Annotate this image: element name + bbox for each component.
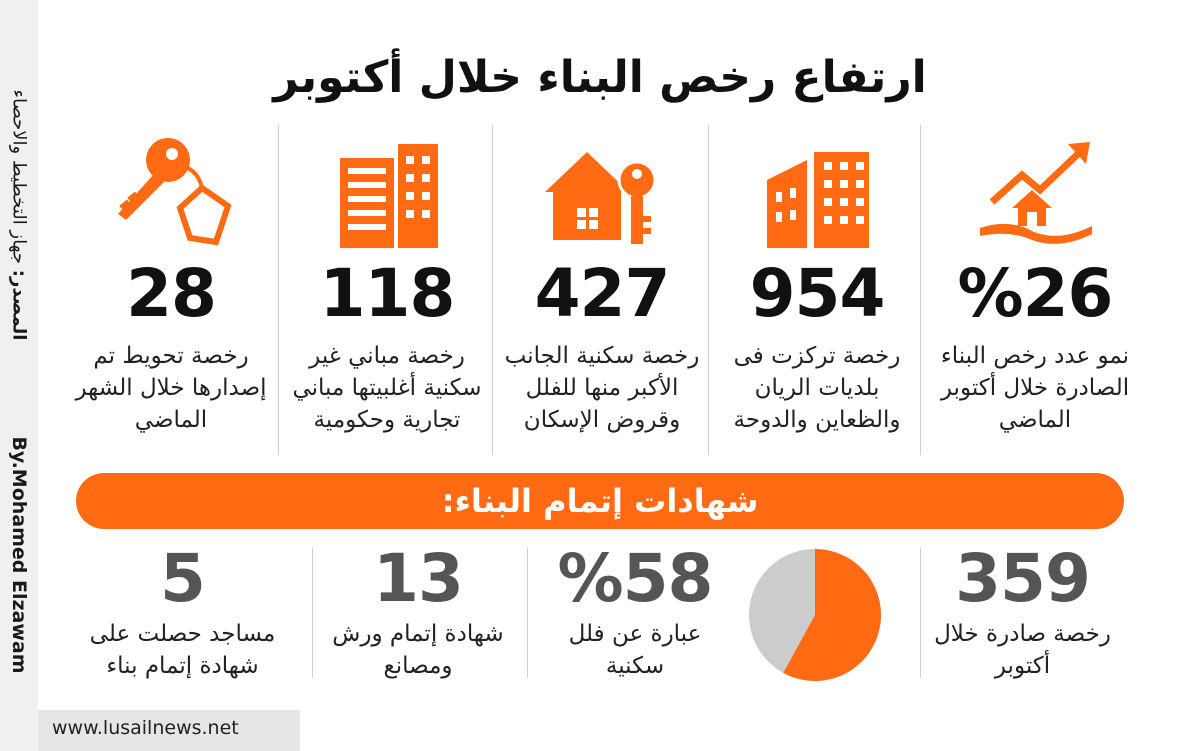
stat-description: رخصة مباني غير سكنية أغلبيتها مباني تجار… [292, 343, 482, 433]
website-bar [38, 710, 300, 751]
certificate-description: عبارة عن فلل سكنية [568, 621, 702, 679]
certificate-description: مساجد حصلت على شهادة إتمام بناء [89, 621, 276, 679]
divider [312, 548, 313, 678]
stat-description: رخصة تحويط تم إصدارها خلال الشهر الماضي [75, 343, 267, 433]
website-link[interactable]: www.lusailnews.net [52, 717, 239, 739]
source-credit: المصدر: جهاز التخطيط والاحصاء [9, 90, 30, 341]
stat-value: 954 [749, 255, 886, 332]
author-byline: By.Mohamed Elzawam [8, 436, 30, 674]
stat-card: %26 نمو عدد رخص البناء الصادرة خلال أكتو… [930, 120, 1140, 465]
stat-description: رخصة تركزت فى بلديات الريان والظعاين وال… [733, 343, 901, 433]
divider [920, 548, 921, 678]
certificate-value: 359 [955, 540, 1091, 617]
divider [527, 548, 528, 678]
certificate-value: 13 [373, 540, 464, 617]
pie-slice-villas [783, 549, 881, 681]
stat-card: 28 رخصة تحويط تم إصدارها خلال الشهر الما… [66, 120, 276, 465]
villa-share-pie [749, 549, 881, 681]
stat-card: 427 رخصة سكنية الجانب الأكبر منها للفلل … [497, 120, 707, 465]
certificate-value: 5 [160, 540, 206, 617]
stat-card: 118 رخصة مباني غير سكنية أغلبيتها مباني … [282, 120, 492, 465]
stat-value: 118 [319, 255, 456, 332]
page-title: ارتفاع رخص البناء خلال أكتوبر [273, 52, 927, 103]
house-growth-icon [980, 142, 1092, 244]
divider [708, 125, 709, 455]
certificate-card: 5 مساجد حصلت على شهادة إتمام بناء [60, 540, 305, 690]
stat-value: %26 [957, 255, 1114, 332]
source-label: المصدر: [8, 269, 30, 341]
side-strip [0, 0, 38, 751]
certificate-card: %58 عبارة عن فلل سكنية [540, 540, 730, 690]
certificate-description: شهادة إتمام ورش ومصانع [332, 621, 504, 679]
pie-slice-other [749, 549, 815, 673]
divider [278, 125, 279, 455]
divider [492, 125, 493, 455]
buildings-icon [767, 152, 869, 248]
certificate-card: 13 شهادة إتمام ورش ومصانع [318, 540, 518, 690]
certificate-description: رخصة صادرة خلال أكتوبر [934, 621, 1111, 679]
certificate-card: 359 رخصة صادرة خلال أكتوبر [925, 540, 1120, 690]
certificates-banner: شهادات إتمام البناء: [76, 473, 1124, 529]
key-tag-icon [118, 138, 232, 246]
stat-description: نمو عدد رخص البناء الصادرة خلال أكتوبر ا… [940, 343, 1130, 433]
source-text: جهاز التخطيط والاحصاء [8, 89, 30, 265]
stat-card: 954 رخصة تركزت فى بلديات الريان والظعاين… [712, 120, 922, 465]
house-key-icon [545, 152, 657, 244]
stat-value: 427 [534, 255, 671, 332]
certificate-value: %58 [557, 540, 714, 617]
stat-description: رخصة سكنية الجانب الأكبر منها للفلل وقرو… [504, 343, 700, 433]
office-building-icon [340, 144, 438, 248]
stat-value: 28 [126, 255, 217, 332]
divider [920, 125, 921, 455]
